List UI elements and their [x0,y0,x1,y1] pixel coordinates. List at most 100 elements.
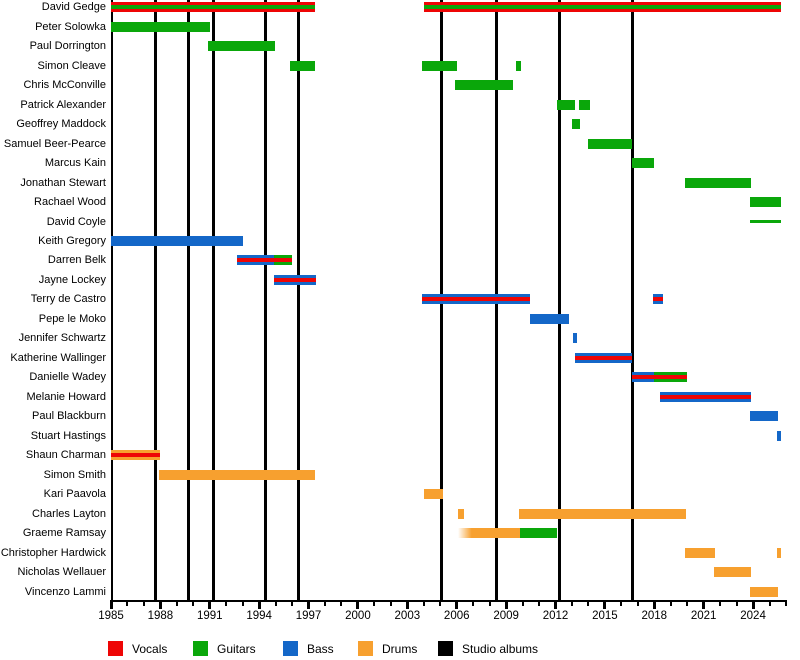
axis-minor-tick [686,602,689,606]
timeline-bar-drums [685,547,716,558]
axis-tick-label: 2021 [690,610,717,622]
member-label: Geoffrey Maddock [16,118,106,131]
legend-swatch-bass [283,641,298,656]
timeline-bar-drums [423,489,443,500]
axis-tick-label: 2012 [542,610,569,622]
axis-minor-tick [422,602,425,606]
timeline-bar-guitars [588,138,633,149]
studio-album-line [297,0,301,600]
timeline-bar-bass [572,333,577,344]
axis-minor-tick [175,602,178,606]
timeline-bar-drums [749,586,778,597]
timeline-bar-guitars [422,60,457,71]
member-label: Chris McConville [23,79,106,92]
member-label: Katherine Wallinger [10,351,106,364]
timeline-bar-guitars [571,119,581,130]
timeline-bar-drums [158,469,316,480]
timeline-bar-guitars [684,177,751,188]
member-label: Paul Dorrington [29,40,106,53]
member-label: Nicholas Wellauer [17,566,106,579]
axis-minor-tick [225,602,228,606]
timeline-bar-bass_vocals [660,391,751,402]
legend-label: Bass [307,642,334,656]
timeline-bar-bass_vocals [273,274,316,285]
axis-tick-label: 2018 [641,610,668,622]
axis-minor-tick [126,602,129,606]
axis-minor-tick [735,602,738,606]
member-label: Kari Paavola [43,488,106,501]
axis-minor-tick [142,602,145,606]
axis-tick-label: 1985 [98,610,124,622]
axis-minor-tick [274,602,277,606]
axis-minor-tick [587,602,590,606]
timeline-bar-guitars [632,158,655,169]
axis-minor-tick [192,602,195,606]
member-label: Melanie Howard [26,390,106,403]
timeline-bar-guitars [208,41,275,52]
member-label: Patrick Alexander [20,98,106,111]
timeline-bar-drums_fadein [458,528,521,539]
axis-major-tick [751,602,755,609]
axis-minor-tick [291,602,294,606]
timeline-bar-guitars_touring [749,220,782,223]
timeline-bar-drums [457,508,465,519]
studio-album-line [186,0,190,600]
member-label: David Gedge [41,1,106,14]
legend-swatch-drums [358,641,373,656]
axis-minor-tick [373,602,376,606]
timeline-bar-drums [776,547,782,558]
axis-minor-tick [472,602,475,606]
axis-minor-tick [521,602,524,606]
timeline-bar-guitars [578,99,591,110]
axis-major-tick [504,602,508,609]
axis-minor-tick [439,602,442,606]
timeline-bar-guitars_vocals [654,372,688,383]
axis-major-tick [702,602,706,609]
axis-tick-label: 1988 [147,610,174,622]
axis-minor-tick [389,602,392,606]
axis-tick-label: 1991 [196,610,223,622]
axis-minor-tick [324,602,327,606]
timeline-bar-bass [529,313,570,324]
timeline-bar-guitars [520,528,558,539]
member-label: Paul Blackburn [32,410,106,423]
axis-major-tick [603,602,607,609]
member-label: Samuel Beer-Pearce [3,137,106,150]
timeline-bar-bass_vocals [236,255,275,266]
legend-swatch-vocals [108,641,123,656]
axis-major-tick [109,602,113,609]
axis-minor-tick [768,602,771,606]
member-label: Jonathan Stewart [20,176,106,189]
member-label: Shaun Charman [25,449,106,462]
timeline-bar-vocals_guitars [423,2,782,13]
axis-tick-label: 1994 [246,610,272,622]
studio-album-line [264,0,268,600]
timeline-bar-drums [713,567,751,578]
member-label: Rachael Wood [34,196,106,209]
member-label: Marcus Kain [44,157,106,170]
axis-minor-tick [488,602,491,606]
member-label: Vincenzo Lammi [24,585,106,598]
axis-tick-label: 1997 [295,610,322,622]
axis-minor-tick [669,602,672,606]
member-label: Christopher Hardwick [0,546,106,559]
timeline-bar-drums [519,508,686,519]
timeline-bar-guitars_vocals [274,255,293,266]
axis-minor-tick [636,602,639,606]
axis-minor-tick [785,602,787,606]
axis-major-tick [652,602,656,609]
timeline-bar-vocals_guitars [111,2,316,13]
timeline-bar-bass_vocals [422,294,530,305]
member-label: Terry de Castro [30,293,106,306]
y-axis-spine [111,0,113,600]
studio-album-line [558,0,562,600]
legend-label: Studio albums [462,642,539,656]
legend-label: Guitars [217,642,256,656]
studio-album-line [153,0,157,600]
timeline-bar-guitars [557,99,576,110]
axis-minor-tick [340,602,343,606]
axis-tick-label: 2015 [592,610,618,622]
timeline-bar-bass_vocals [575,352,633,363]
axis-minor-tick [241,602,244,606]
member-label: Jennifer Schwartz [18,332,106,345]
